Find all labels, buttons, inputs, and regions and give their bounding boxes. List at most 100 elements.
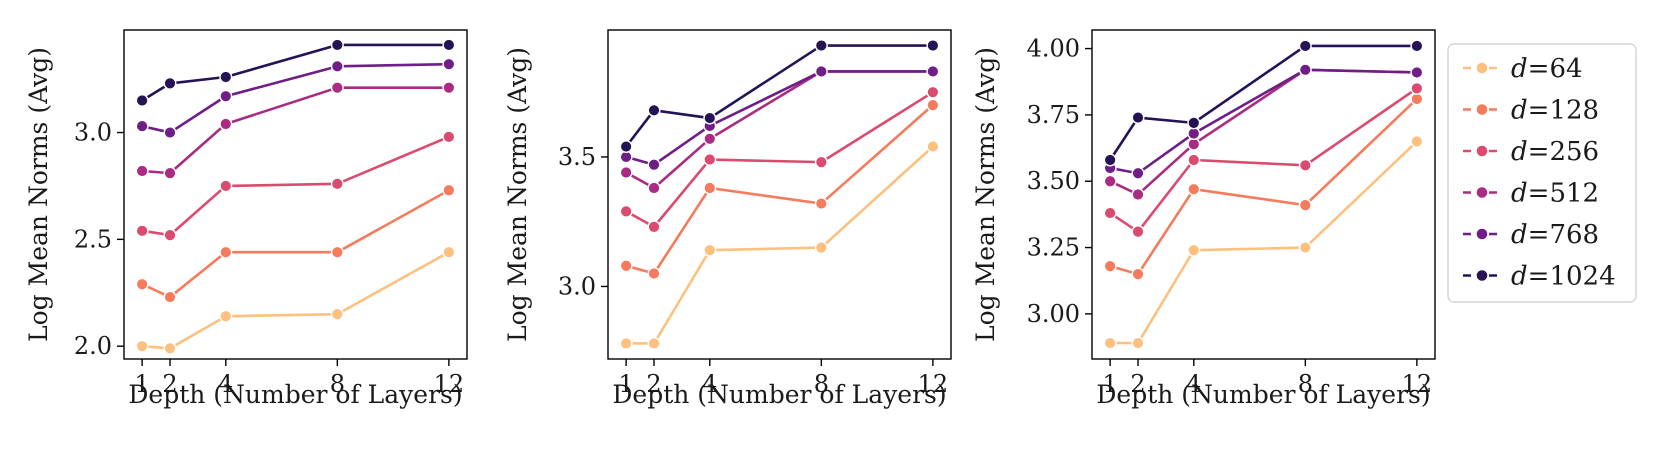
data-point [1187, 243, 1201, 257]
legend-marker [1475, 268, 1489, 283]
data-point [1298, 39, 1312, 53]
data-point [926, 39, 940, 53]
data-point [442, 57, 456, 71]
series-d=1024 [135, 38, 456, 107]
data-point [619, 165, 633, 179]
data-point [1103, 174, 1117, 188]
data-point [1131, 166, 1145, 180]
y-tick-label: 3.75 [1027, 101, 1080, 129]
data-point [619, 259, 633, 273]
data-point [1298, 241, 1312, 255]
x-axis-title: Depth (Number of Layers) [1096, 380, 1430, 409]
data-point [442, 38, 456, 52]
series-d=256 [619, 85, 940, 234]
chart-panel-2: 1 2 4 8 12 3.0 3.5 Depth (Number of Layers) Log … [503, 29, 952, 409]
legend-item-64: d=64 [1463, 54, 1583, 84]
legend-label: d=512 [1511, 179, 1599, 209]
series-d=128 [1103, 92, 1424, 281]
legend-marker [1475, 144, 1489, 158]
y-tick-label: 3.50 [1027, 167, 1080, 195]
legend-label: d=64 [1511, 54, 1583, 84]
y-tick-label: 3.0 [74, 119, 112, 147]
data-point [330, 59, 344, 73]
legend-label: d=768 [1511, 220, 1599, 250]
series-line [141, 62, 449, 134]
data-point [703, 132, 717, 146]
data-point [814, 155, 828, 169]
y-tick-label: 2.0 [74, 332, 112, 360]
x-tick-label: 8 [1298, 370, 1313, 398]
series-line [625, 70, 933, 190]
y-tick-label: 3.0 [558, 272, 596, 300]
data-point [647, 267, 661, 281]
data-point [219, 70, 233, 84]
data-point [926, 64, 940, 78]
data-point [703, 243, 717, 257]
data-point [330, 245, 344, 259]
legend-item-256: d=256 [1463, 137, 1599, 167]
y-tick-label: 3.5 [558, 143, 596, 171]
data-point [330, 38, 344, 52]
data-point [926, 140, 940, 154]
data-point [163, 290, 177, 304]
series-d=768 [1103, 63, 1424, 180]
x-axis-title: Depth (Number of Layers) [612, 380, 946, 409]
chart-panel-3: 1 2 4 8 12 3.00 3.25 3.50 3.75 4.00 Depth (Number … [971, 29, 1436, 409]
series-d=1024 [1103, 39, 1424, 167]
x-tick-label: 12 [918, 370, 949, 398]
legend-item-1024: d=1024 [1463, 262, 1616, 292]
data-point [219, 245, 233, 259]
data-point [1103, 336, 1117, 350]
legend-label: d=1024 [1511, 262, 1616, 292]
data-point [219, 89, 233, 103]
series-line [141, 189, 450, 299]
series-d=512 [135, 81, 456, 180]
x-tick-label: 2 [162, 370, 177, 398]
data-point [1410, 81, 1424, 95]
data-point [619, 204, 633, 218]
series-d=64 [619, 140, 940, 350]
data-point [1131, 336, 1145, 350]
x-tick-label: 12 [1402, 370, 1433, 398]
data-point [619, 140, 633, 154]
plot-frame [123, 29, 468, 360]
data-point [135, 164, 149, 178]
data-point [647, 336, 661, 350]
data-point [814, 39, 828, 53]
data-point [1187, 126, 1201, 140]
data-point [163, 341, 177, 355]
legend-marker [1475, 102, 1489, 117]
series-d=128 [619, 98, 940, 281]
data-point [1187, 182, 1201, 196]
data-point [1103, 206, 1117, 220]
data-point [1298, 63, 1312, 77]
legend: d=64 d=128 d=256 d=512 d=768 d=1024 [1447, 43, 1637, 303]
data-point [647, 103, 661, 117]
legend-marker [1475, 185, 1489, 200]
data-point [135, 119, 149, 133]
data-point [163, 166, 177, 180]
data-point [330, 81, 344, 95]
data-point [163, 228, 177, 242]
data-point [135, 93, 149, 107]
series-line [142, 251, 450, 350]
x-tick-label: 1 [1102, 370, 1117, 398]
legend-label: d=128 [1511, 96, 1599, 126]
data-point [647, 220, 661, 234]
data-point [1131, 111, 1145, 125]
series-d=768 [135, 57, 456, 140]
data-point [442, 183, 456, 197]
data-point [330, 177, 344, 191]
series-line [142, 86, 449, 175]
legend-marker [1475, 227, 1489, 241]
series-d=1024 [619, 39, 940, 154]
data-point [1187, 153, 1201, 167]
x-tick-label: 1 [134, 370, 149, 398]
data-point [135, 339, 149, 353]
data-point [1103, 153, 1117, 167]
data-point [163, 76, 177, 90]
data-point [219, 117, 233, 131]
x-tick-label: 2 [646, 370, 661, 398]
